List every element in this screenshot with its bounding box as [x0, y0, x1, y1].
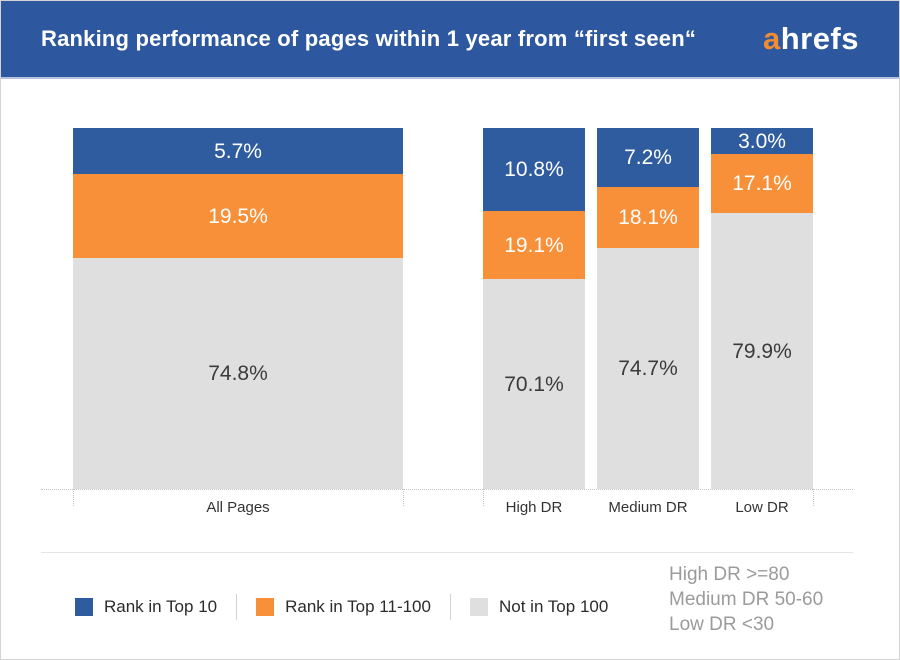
legend: Rank in Top 10 Rank in Top 11-100 Not in T… [75, 593, 608, 621]
bar-segment-low-dr-series-2: 79.9% [711, 213, 813, 489]
bar-segment-all-pages-series-1: 19.5% [73, 174, 403, 258]
bar-segment-all-pages-series-0: 5.7% [73, 128, 403, 174]
segment-value-label: 70.1% [504, 372, 564, 396]
legend-divider [449, 594, 451, 620]
legend-label: Rank in Top 11-100 [285, 597, 431, 616]
bar-segment-all-pages-series-2: 74.8% [73, 258, 403, 489]
note-medium-dr: Medium DR 50-60 [669, 589, 824, 610]
legend-label: Rank in Top 10 [104, 597, 218, 616]
x-axis-baseline [41, 489, 853, 490]
segment-value-label: 17.1% [732, 172, 792, 195]
header-bar: Ranking performance of pages within 1 ye… [1, 1, 899, 79]
x-axis-tick [403, 489, 404, 506]
legend-swatch [469, 598, 488, 616]
category-label-medium-dr: Medium DR [608, 499, 688, 516]
segment-value-label: 79.9% [732, 339, 792, 363]
legend-item-1: Rank in Top 11-100 [256, 597, 431, 617]
legend-swatch [256, 598, 275, 616]
ahrefs-logo: ahrefs [763, 21, 859, 57]
segment-value-label: 10.8% [504, 158, 564, 181]
note-low-dr: Low DR <30 [669, 614, 775, 635]
bar-group-all-pages: 5.7% 19.5% 74.8% All Pages [73, 128, 403, 516]
x-axis-tick [73, 489, 74, 506]
logo-rest: hrefs [780, 21, 859, 56]
bar-segment-low-dr-series-0: 3.0% [711, 128, 813, 154]
legend-swatch [75, 598, 93, 616]
bar-group-high-dr: 10.8% 19.1% 70.1% High DR [483, 128, 585, 516]
segment-value-label: 3.0% [738, 129, 786, 153]
bar-segment-medium-dr-series-1: 18.1% [597, 187, 699, 248]
bar-segment-high-dr-series-0: 10.8% [483, 128, 585, 211]
logo-letter-a: a [762, 21, 781, 56]
bar-segment-high-dr-series-2: 70.1% [483, 279, 585, 489]
segment-value-label: 19.5% [208, 204, 268, 228]
bar-segment-medium-dr-series-2: 74.7% [597, 248, 699, 489]
x-axis-tick [483, 489, 484, 506]
category-label-all-pages: All Pages [206, 499, 270, 516]
segment-value-label: 19.1% [504, 233, 564, 257]
page-title: Ranking performance of pages within 1 ye… [41, 26, 697, 51]
segment-value-label: 18.1% [618, 206, 678, 229]
segment-value-label: 74.8% [208, 362, 268, 385]
segment-value-label: 7.2% [624, 146, 672, 169]
legend-divider [236, 594, 238, 620]
bar-segment-low-dr-series-1: 17.1% [711, 154, 813, 213]
footer-separator [41, 552, 853, 553]
legend-item-0: Rank in Top 10 [75, 597, 217, 617]
legend-label: Not in Top 100 [498, 597, 609, 616]
bar-group-medium-dr: 7.2% 18.1% 74.7% Medium DR [597, 128, 699, 516]
bar-segment-medium-dr-series-0: 7.2% [597, 128, 699, 187]
segment-value-label: 74.7% [618, 357, 678, 380]
legend-item-2: Not in Top 100 [469, 597, 609, 617]
note-high-dr: High DR >=80 [669, 564, 790, 585]
x-axis-tick [813, 489, 814, 506]
category-label-low-dr: Low DR [735, 499, 789, 516]
dr-notes: High DR >=80 Medium DR 50-60 Low DR <30 [669, 562, 823, 637]
bar-segment-high-dr-series-1: 19.1% [483, 211, 585, 279]
category-label-high-dr: High DR [505, 499, 563, 516]
segment-value-label: 5.7% [214, 139, 262, 163]
bar-group-low-dr: 3.0% 17.1% 79.9% Low DR [711, 128, 813, 516]
